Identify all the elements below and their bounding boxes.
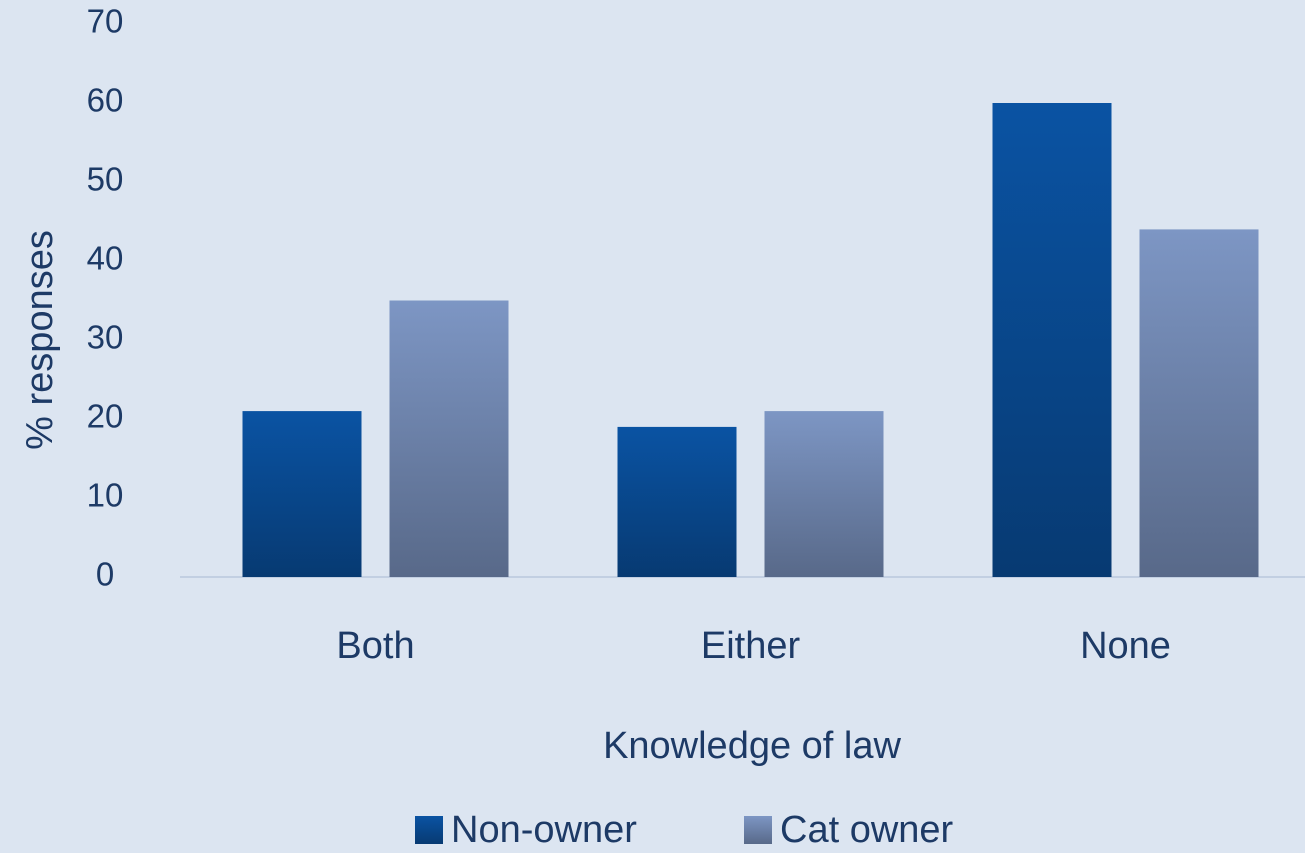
legend-label: Non-owner: [451, 809, 637, 851]
legend-swatch: [744, 816, 772, 844]
y-tick-label: 50: [87, 161, 124, 198]
legend-label: Cat owner: [780, 809, 954, 851]
x-tick-label: Either: [701, 625, 801, 667]
bar: [242, 411, 362, 577]
y-tick-label: 70: [87, 3, 124, 40]
bar: [764, 411, 884, 577]
x-axis-title: Knowledge of law: [603, 725, 901, 767]
bar: [992, 103, 1112, 577]
y-tick-label: 0: [96, 556, 114, 593]
y-tick-label: 20: [87, 398, 124, 435]
x-tick-label: Both: [336, 625, 414, 667]
legend-swatch: [415, 816, 443, 844]
y-axis-title: % responses: [19, 230, 61, 450]
x-tick-label: None: [1080, 625, 1171, 667]
y-tick-label: 40: [87, 240, 124, 277]
bar: [1139, 229, 1259, 577]
bar: [389, 300, 509, 577]
bar: [617, 426, 737, 577]
y-tick-label: 10: [87, 477, 124, 514]
y-tick-label: 30: [87, 319, 124, 356]
y-tick-label: 60: [87, 82, 124, 119]
